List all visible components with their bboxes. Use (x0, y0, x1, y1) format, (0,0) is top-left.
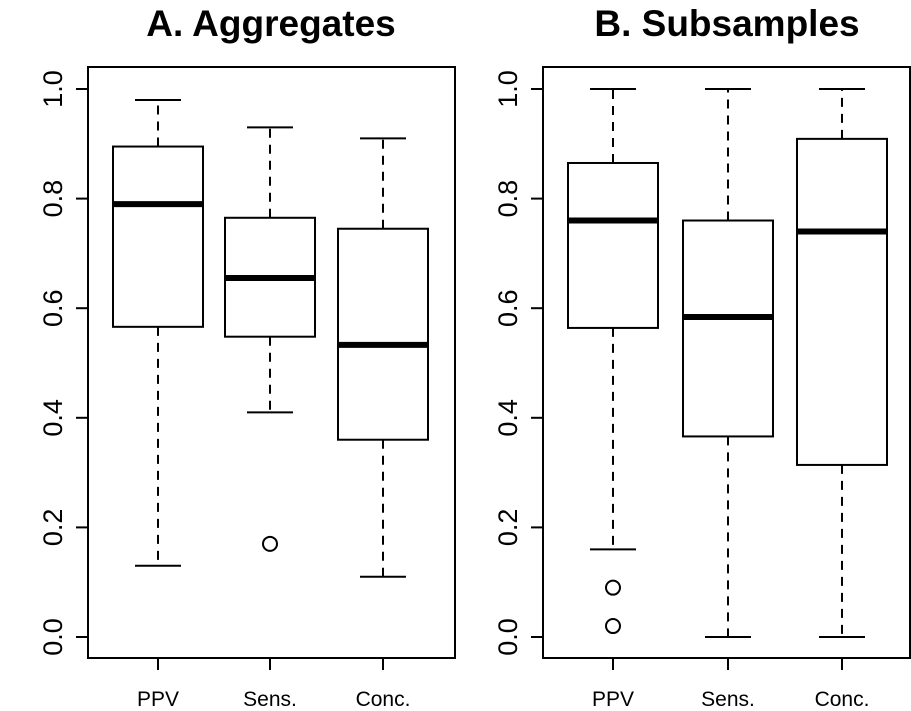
y-tick-label: 0.8 (38, 180, 68, 218)
y-tick-label: 0.0 (38, 618, 68, 656)
box-iqr (112, 145, 204, 328)
category-label: PPV (592, 688, 634, 711)
box-iqr (682, 219, 774, 438)
y-tick-label: 0.2 (38, 509, 68, 547)
y-tick-label: 1.0 (38, 70, 68, 108)
y-tick-label: 0.0 (493, 618, 523, 656)
category-label: Conc. (815, 688, 870, 711)
y-tick-label: 0.6 (38, 289, 68, 327)
category-label: Sens. (243, 688, 297, 711)
y-tick-label: 0.4 (493, 399, 523, 437)
plot-frame (542, 66, 911, 659)
y-tick-label: 0.6 (493, 289, 523, 327)
category-label: Sens. (701, 688, 755, 711)
category-label: Conc. (356, 688, 411, 711)
outlier-point (605, 579, 621, 596)
plot-frame (87, 66, 456, 659)
panel-subsamples: B. Subsamples 0.0 0.2 0.4 0.6 0.8 1.0 PPV Sens.… (493, 3, 911, 711)
panel-aggregates: A. Aggregates 0.0 0.2 0.4 0.6 0.8 1.0 PPV Sens.… (38, 3, 456, 711)
box-iqr (337, 227, 429, 441)
y-tick-label: 1.0 (493, 70, 523, 108)
category-label: PPV (137, 688, 179, 711)
box-iqr (796, 137, 888, 466)
y-tick-label: 0.8 (493, 180, 523, 218)
y-tick-label: 0.4 (38, 399, 68, 437)
outlier-point (605, 618, 621, 635)
box-iqr (567, 161, 659, 329)
panel-title: A. Aggregates (146, 3, 395, 44)
outlier-point (262, 535, 278, 552)
panel-title: B. Subsamples (594, 3, 859, 44)
y-tick-label: 0.2 (493, 509, 523, 547)
